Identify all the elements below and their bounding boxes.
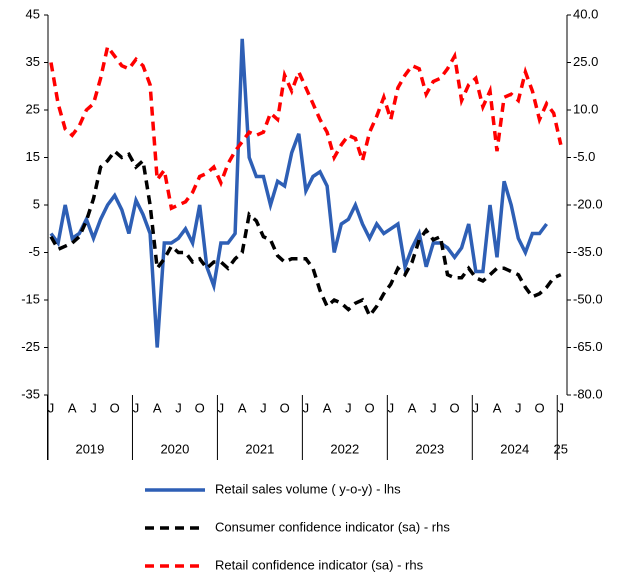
series-line	[49, 38, 549, 348]
x-tick-label: J	[48, 400, 55, 415]
y2-tick-label: 25.0	[573, 54, 598, 69]
y-tick-label: 35	[26, 54, 40, 69]
x-tick-label: O	[110, 400, 120, 415]
y-tick-label: 25	[26, 101, 40, 116]
x-tick-label: J	[558, 400, 565, 415]
x-tick-label: A	[153, 400, 162, 415]
y-tick-label: 15	[26, 149, 40, 164]
x-tick-label: J	[345, 400, 352, 415]
x-tick-label: O	[534, 400, 544, 415]
y2-tick-label: -80.0	[573, 386, 603, 401]
y2-tick-label: -35.0	[573, 244, 603, 259]
x-tick-label: J	[260, 400, 267, 415]
y2-tick-label: 10.0	[573, 101, 598, 116]
y2-tick-label: 40.0	[573, 6, 598, 21]
y2-tick-label: -5.0	[573, 149, 595, 164]
year-label: 25	[554, 441, 568, 456]
x-tick-label: J	[303, 400, 310, 415]
legend-label: Consumer confidence indicator (sa) - rhs	[215, 519, 450, 534]
x-tick-label: J	[473, 400, 480, 415]
y2-tick-label: -65.0	[573, 339, 603, 354]
x-tick-label: J	[388, 400, 395, 415]
y-tick-label: -25	[21, 339, 40, 354]
x-tick-label: J	[218, 400, 225, 415]
x-tick-label: J	[175, 400, 182, 415]
x-tick-label: O	[365, 400, 375, 415]
y2-tick-label: -50.0	[573, 291, 603, 306]
legend-label: Retail sales volume ( y-o-y) - lhs	[215, 481, 401, 496]
x-tick-label: A	[68, 400, 77, 415]
y-tick-label: -15	[21, 291, 40, 306]
year-label: 2024	[500, 441, 529, 456]
y-tick-label: 45	[26, 6, 40, 21]
x-tick-label: A	[408, 400, 417, 415]
y2-tick-label: -20.0	[573, 196, 603, 211]
series-line	[49, 148, 562, 320]
x-tick-label: O	[449, 400, 459, 415]
x-tick-label: J	[515, 400, 522, 415]
x-tick-label: A	[238, 400, 247, 415]
x-tick-label: J	[430, 400, 437, 415]
year-label: 2023	[415, 441, 444, 456]
year-label: 2021	[245, 441, 274, 456]
legend-label: Retail confidence indicator (sa) - rhs	[215, 557, 424, 572]
year-label: 2019	[75, 441, 104, 456]
x-tick-label: J	[90, 400, 97, 415]
x-tick-label: J	[133, 400, 140, 415]
y-tick-label: 5	[33, 196, 40, 211]
y-tick-label: -35	[21, 386, 40, 401]
year-label: 2022	[330, 441, 359, 456]
x-tick-label: A	[493, 400, 502, 415]
x-tick-label: O	[195, 400, 205, 415]
year-label: 2020	[160, 441, 189, 456]
x-tick-label: A	[323, 400, 332, 415]
y-tick-label: -5	[28, 244, 40, 259]
x-tick-label: O	[280, 400, 290, 415]
series-line	[49, 42, 563, 211]
